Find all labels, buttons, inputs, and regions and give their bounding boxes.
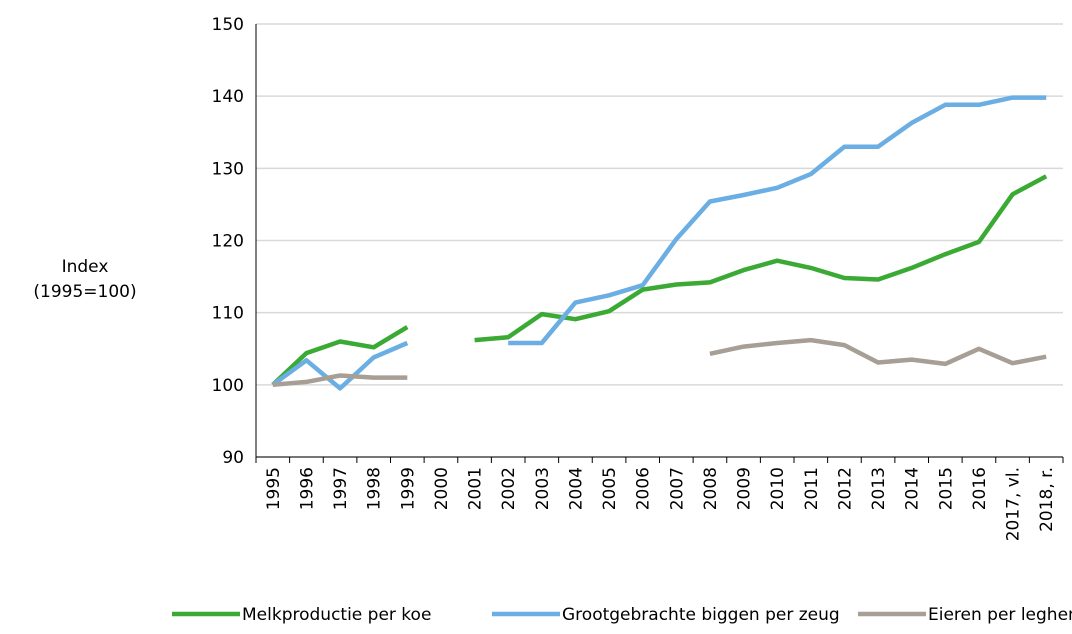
legend-label: Melkproductie per koe	[242, 605, 431, 625]
y-tick-label: 130	[212, 159, 244, 179]
x-tick-label: 2004	[566, 467, 586, 510]
x-tick-label: 2015	[936, 467, 956, 510]
x-tick-label: 2006	[634, 467, 654, 510]
x-tick-label: 1995	[264, 467, 284, 510]
series-line	[271, 95, 1047, 391]
y-axis-label: Index	[62, 257, 109, 277]
x-tick-label: 2013	[869, 467, 889, 510]
y-tick-label: 110	[212, 304, 244, 324]
x-tick-label: 2001	[466, 467, 486, 510]
legend-label: Grootgebrachte biggen per zeug	[562, 605, 840, 625]
x-tick-label: 2000	[432, 467, 452, 510]
x-tick-label: 1999	[398, 467, 418, 510]
x-tick-label: 2011	[802, 467, 822, 510]
y-tick-label: 120	[212, 232, 244, 252]
x-tick-label: 1998	[365, 467, 385, 510]
x-tick-label: 2018, r.	[1037, 467, 1057, 532]
x-tick-label: 2017, vl.	[1004, 467, 1024, 541]
x-tick-label: 2014	[903, 467, 923, 510]
x-tick-label: 2007	[667, 467, 687, 510]
series-line	[272, 337, 1047, 388]
series-line	[271, 174, 1048, 387]
x-tick-label: 2008	[701, 467, 721, 510]
x-tick-label: 2002	[499, 467, 519, 510]
x-tick-label: 2012	[835, 467, 855, 510]
y-tick-label: 100	[212, 376, 244, 396]
x-tick-label: 2003	[533, 467, 553, 510]
legend-label: Eieren per leghen	[928, 605, 1072, 625]
x-tick-label: 2010	[768, 467, 788, 510]
x-tick-label: 2005	[600, 467, 620, 510]
y-axis-label: (1995=100)	[33, 282, 136, 302]
x-tick-label: 1997	[331, 467, 351, 510]
y-tick-label: 90	[222, 448, 244, 468]
x-tick-label: 1996	[297, 467, 317, 510]
x-tick-label: 2009	[735, 467, 755, 510]
x-tick-label: 2016	[970, 467, 990, 510]
y-tick-label: 140	[212, 87, 244, 107]
y-tick-label: 150	[212, 15, 244, 35]
